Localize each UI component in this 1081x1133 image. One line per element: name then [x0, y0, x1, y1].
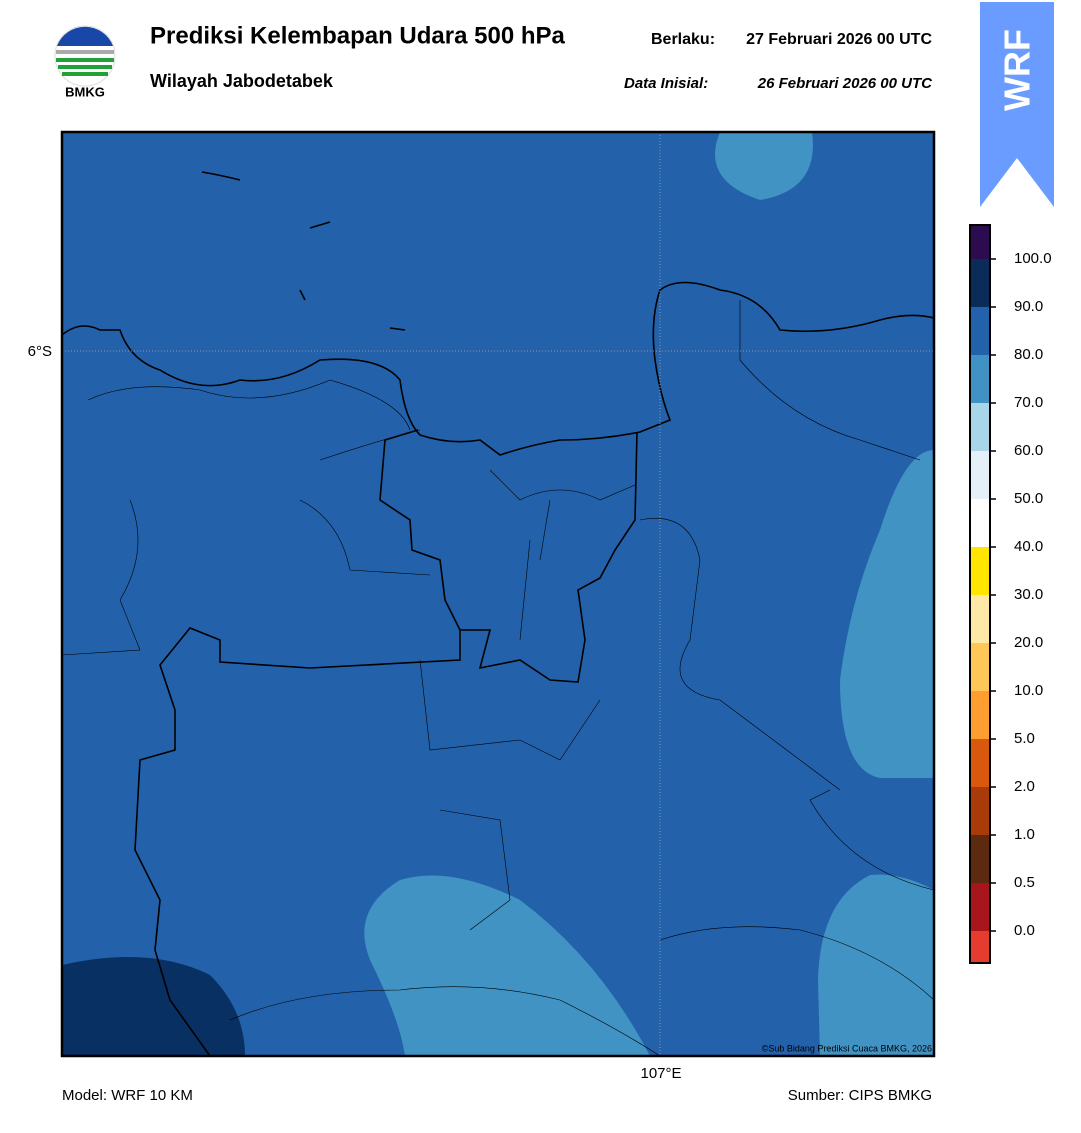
colorbar-label: 70.0 [1014, 394, 1043, 411]
colorbar-segment [970, 225, 990, 259]
colorbar-label: 0.0 [1014, 922, 1035, 939]
lon-label: 107°E [640, 1065, 681, 1082]
colorbar-segment [970, 259, 990, 307]
colorbar-label: 90.0 [1014, 298, 1043, 315]
colorbar-segment [970, 787, 990, 835]
colorbar-label: 40.0 [1014, 538, 1043, 555]
colorbar-label: 100.0 [1014, 250, 1052, 267]
colorbar-segment [970, 739, 990, 787]
colorbar-segment [970, 307, 990, 355]
footer-source: Sumber: CIPS BMKG [788, 1087, 932, 1104]
badge-text: WRF [997, 29, 1038, 111]
colorbar-segment [970, 547, 990, 595]
lat-label: 6°S [28, 343, 52, 360]
colorbar-segment [970, 643, 990, 691]
colorbar-segment [970, 931, 990, 963]
colorbar-segment [970, 403, 990, 451]
logo: BMKG [54, 25, 116, 99]
colorbar-label: 2.0 [1014, 778, 1035, 795]
colorbar-frame [969, 224, 991, 964]
init-time: 26 Februari 2026 00 UTC [757, 75, 933, 92]
valid-time: 27 Februari 2026 00 UTC [746, 31, 932, 48]
colorbar-label: 20.0 [1014, 634, 1043, 651]
colorbar-segment [970, 691, 990, 739]
colorbar-segment [970, 595, 990, 643]
colorbar-label: 1.0 [1014, 826, 1035, 843]
title: Prediksi Kelembapan Udara 500 hPa [150, 22, 566, 49]
colorbar-segment [970, 355, 990, 403]
colorbar-label: 30.0 [1014, 586, 1043, 603]
badge: WRF [980, 2, 1054, 207]
init-label: Data Inisial: [624, 75, 708, 92]
map: ©Sub Bidang Prediksi Cuaca BMKG, 2026 [62, 132, 934, 1056]
colorbar-segment [970, 835, 990, 883]
colorbar-segment [970, 883, 990, 931]
credit: ©Sub Bidang Prediksi Cuaca BMKG, 2026 [762, 1043, 932, 1053]
footer-model: Model: WRF 10 KM [62, 1087, 193, 1104]
colorbar: 100.0 90.0 80.0 70.0 60.0 50.0 40.0 30.0 20.0 10.… [969, 224, 1052, 964]
colorbar-label: 50.0 [1014, 490, 1043, 507]
colorbar-segment [970, 451, 990, 499]
colorbar-label: 10.0 [1014, 682, 1043, 699]
colorbar-label: 60.0 [1014, 442, 1043, 459]
map-frame [60, 130, 936, 1058]
valid-label: Berlaku: [651, 31, 715, 48]
subtitle: Wilayah Jabodetabek [150, 71, 334, 91]
colorbar-segment [970, 499, 990, 547]
colorbar-label: 80.0 [1014, 346, 1043, 363]
logo-text: BMKG [65, 84, 105, 99]
colorbar-label: 5.0 [1014, 730, 1035, 747]
colorbar-label: 0.5 [1014, 874, 1035, 891]
